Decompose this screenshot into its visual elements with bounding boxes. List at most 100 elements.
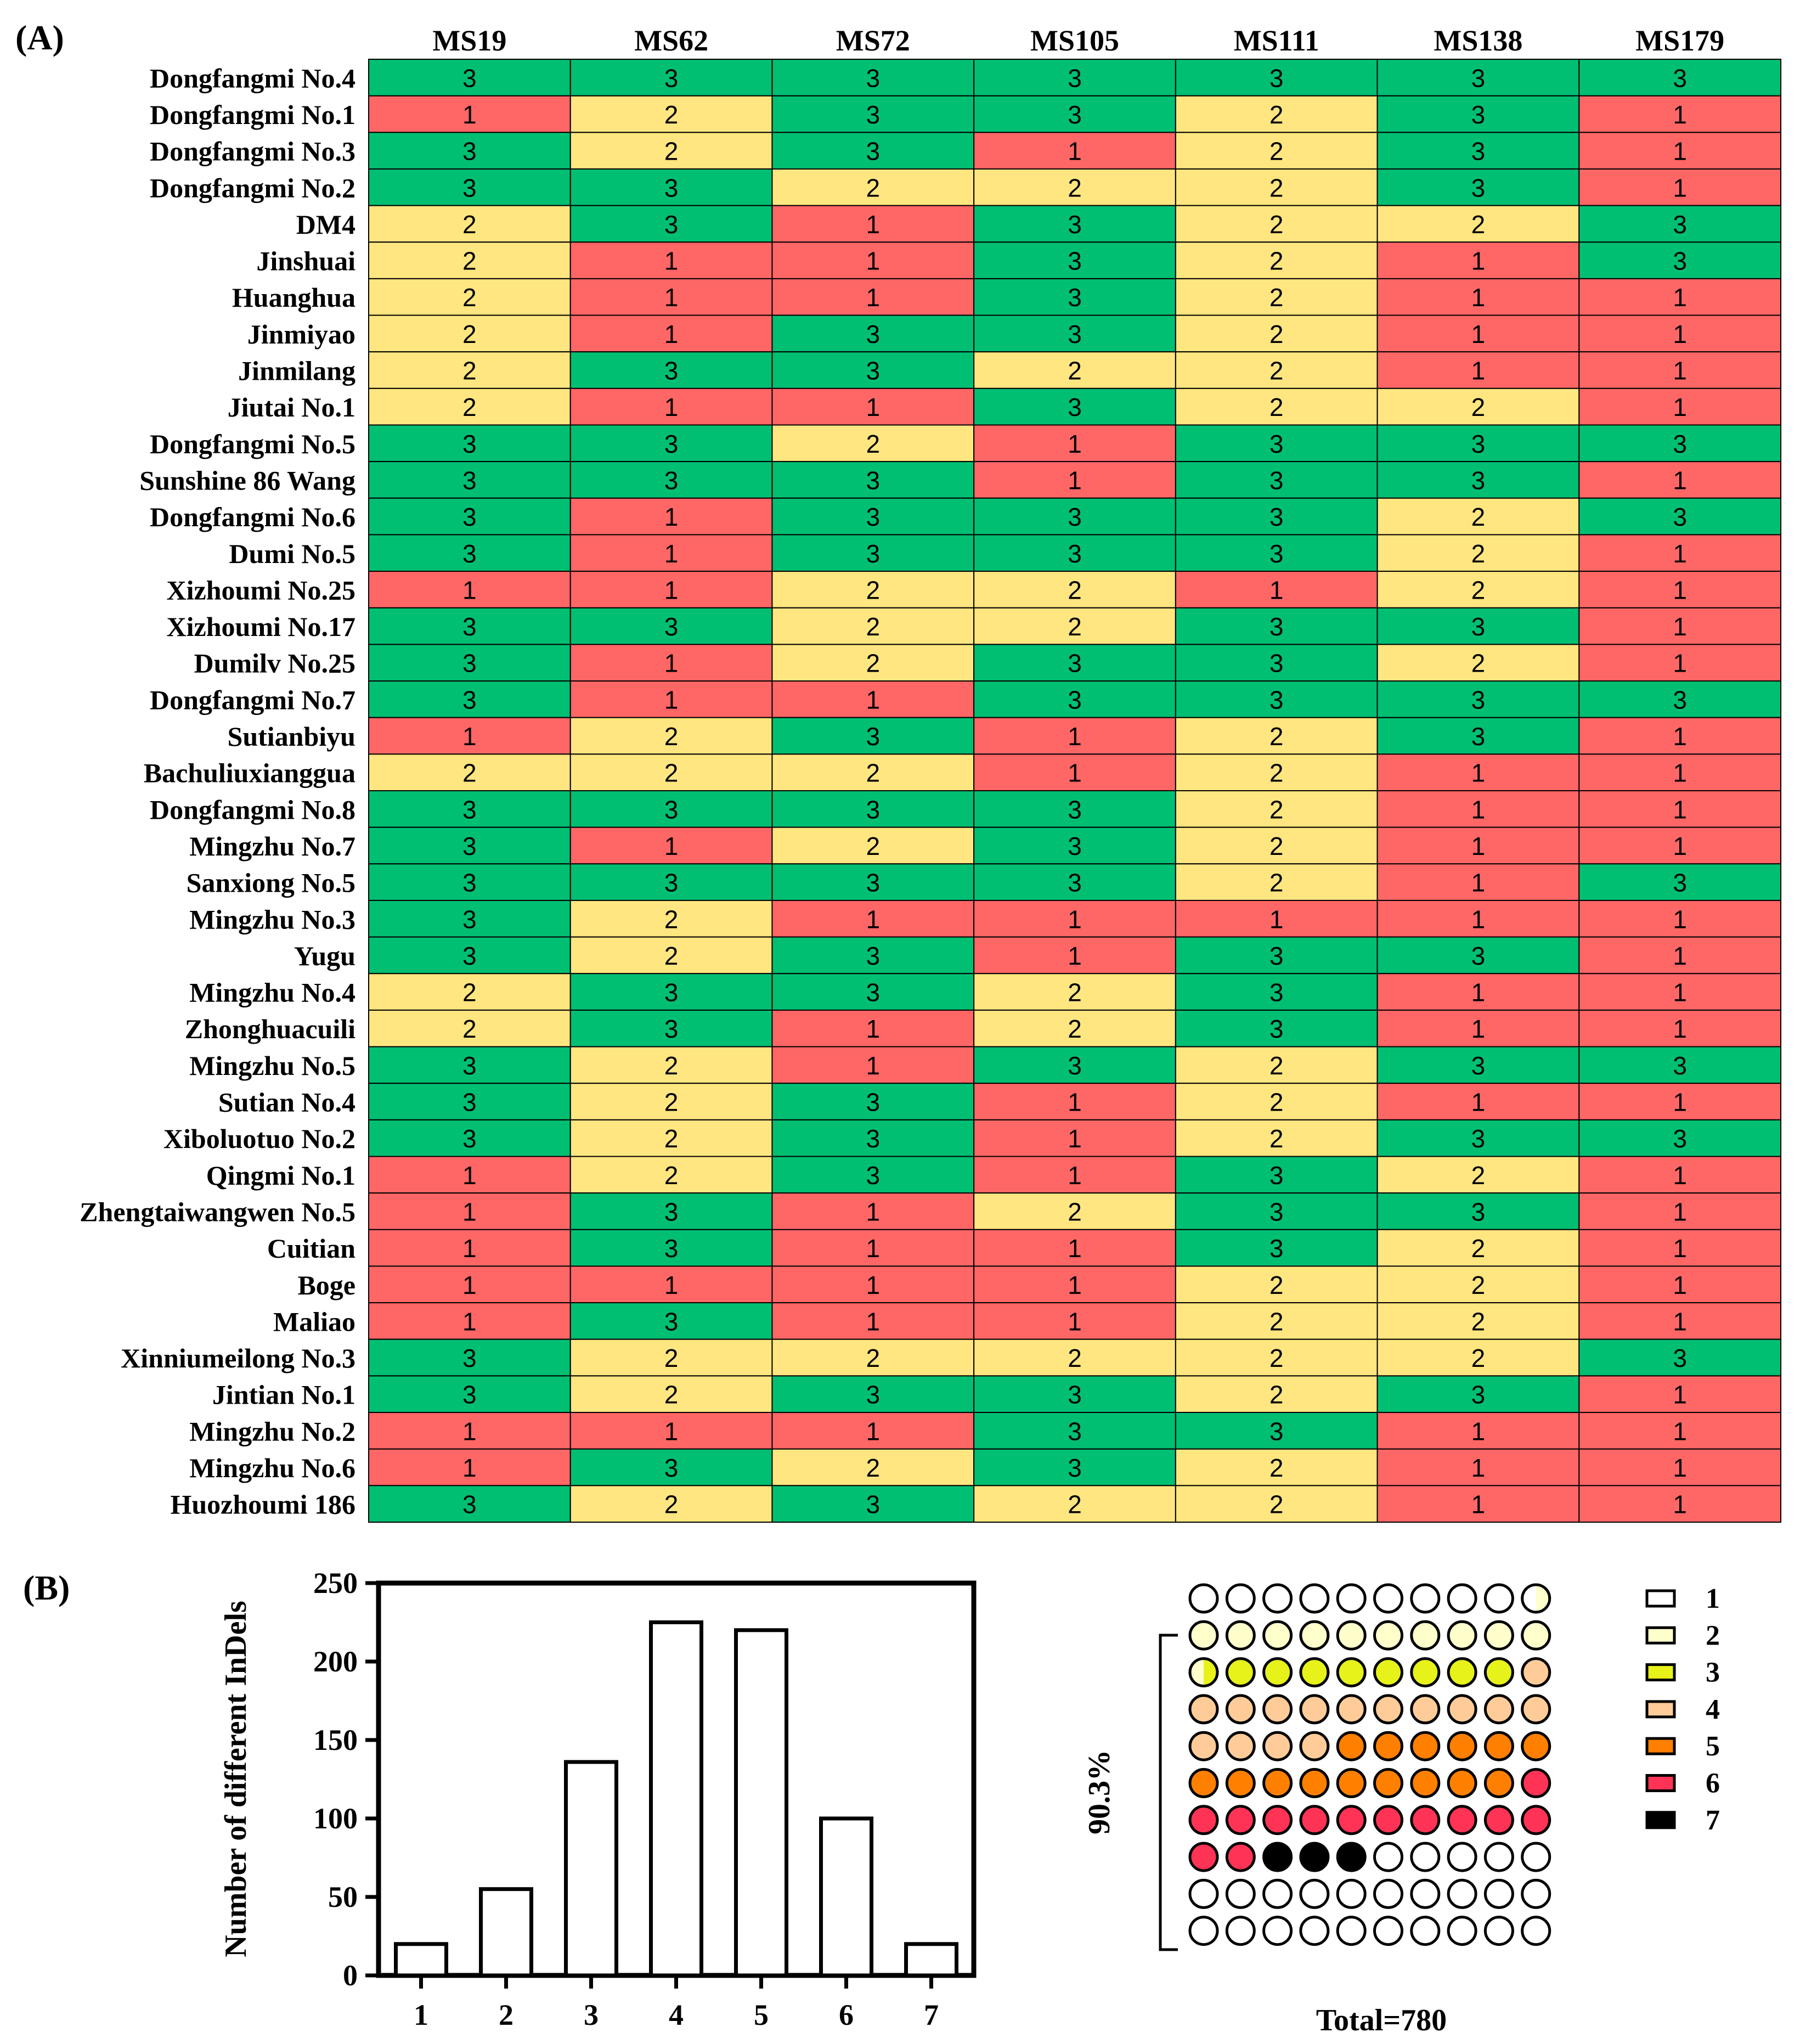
waffle-dot [1188,1878,1219,1909]
x-tick-label: 2 [499,1998,514,2031]
heatmap-cell [1175,95,1378,133]
heatmap-cell-value: 1 [664,576,679,604]
heatmap-cell [771,863,975,901]
heatmap-cell [569,1229,773,1267]
heatmap-cell-value: 2 [664,1490,679,1519]
heatmap-cell-value: 3 [866,942,880,970]
heatmap-cell-value: 2 [664,722,679,751]
heatmap-cell-value: 3 [1673,210,1687,239]
heatmap-cell-value: 1 [866,1051,880,1080]
heatmap-cell-value: 2 [462,283,477,312]
column-header-MS19: MS19 [432,24,506,57]
waffle-dot [1336,1694,1367,1725]
heatmap-cell [771,607,975,645]
waffle-dot [1262,1916,1293,1946]
heatmap-cell-value: 3 [1068,100,1082,129]
heatmap-cell-value: 1 [1471,869,1486,897]
row-label: Dongfangmi No.2 [150,172,356,203]
row-label: Dongfangmi No.8 [150,794,356,825]
waffle-dot [1225,1657,1256,1688]
row-label: Jinmiyao [247,319,356,350]
heatmap-cell [1578,387,1781,426]
waffle-dot [1373,1805,1403,1835]
heatmap-cell-value: 1 [866,247,880,275]
waffle-dot [1225,1805,1256,1835]
heatmap-cell-value: 3 [866,1161,880,1190]
column-header-MS105: MS105 [1030,24,1119,57]
waffle-dot [1521,1768,1551,1798]
heatmap-cell-value: 1 [1068,905,1082,933]
waffle-dot [1521,1878,1551,1909]
heatmap-cell [1376,461,1580,499]
bar-5 [734,1628,788,1978]
heatmap-cell-value: 1 [1471,1454,1486,1482]
heatmap-cell-value: 1 [1673,1271,1687,1299]
waffle-dot [1262,1805,1293,1835]
heatmap-cell-value: 3 [1068,1417,1082,1445]
heatmap-cell-value: 2 [664,1124,679,1153]
heatmap-cell-value: 3 [1068,1051,1082,1080]
waffle-dot-split [1204,1658,1217,1686]
heatmap-cell-value: 1 [1673,173,1687,202]
waffle-dot [1225,1842,1256,1872]
heatmap-cell [569,1192,773,1230]
heatmap-cell-value: 1 [462,1197,477,1226]
y-tick-label: 100 [313,1802,358,1835]
waffle-dot [1483,1657,1514,1688]
row-label: Bachuliuxianggua [144,758,356,789]
heatmap-cell-value: 2 [866,173,880,202]
heatmap-cell-value: 3 [462,612,477,641]
heatmap-cell-value: 2 [866,1344,880,1372]
heatmap-cell-value: 3 [462,1344,477,1372]
waffle-dot [1299,1805,1330,1835]
heatmap-cell [1578,132,1781,170]
heatmap-cell [1376,1046,1580,1084]
row-label: Dongfangmi No.6 [150,502,356,532]
heatmap-cell-value: 1 [866,1307,880,1336]
heatmap-cell-value: 2 [1269,1490,1284,1519]
heatmap-cell [1578,790,1781,828]
panel-b-label: (B) [23,1568,70,1607]
heatmap-cell [368,205,571,243]
heatmap-cell [771,534,975,572]
heatmap-cell-value: 3 [664,1234,679,1263]
waffle-dot [1483,1731,1514,1761]
waffle-dot [1225,1694,1256,1725]
heatmap-cell [973,424,1176,463]
heatmap-cell-value: 3 [462,137,477,166]
heatmap-cell-value: 2 [1269,357,1284,385]
waffle-dot-split [1536,1585,1550,1612]
waffle-dot [1483,1842,1514,1872]
heatmap-cell-value: 2 [866,759,880,787]
heatmap-cell [569,973,773,1011]
heatmap-cell-value: 2 [664,1381,679,1409]
heatmap-cell-value: 3 [1269,430,1284,458]
heatmap-cell-value: 1 [1673,905,1687,933]
heatmap-cell-value: 3 [462,942,477,970]
waffle-dot [1410,1694,1441,1725]
legend-label: 5 [1706,1731,1720,1762]
heatmap-cell [973,1119,1176,1157]
waffle-dot [1225,1768,1256,1798]
heatmap-cell [1175,1338,1378,1377]
heatmap-cell [1376,571,1580,609]
heatmap-cell-value: 3 [664,612,679,641]
heatmap-cell [1578,571,1781,609]
heatmap-cell [973,680,1176,718]
heatmap-cell [1175,753,1378,791]
heatmap-cell [1578,1156,1781,1194]
waffle-dot [1188,1620,1219,1651]
waffle-dot [1299,1657,1330,1688]
waffle-dot [1373,1583,1403,1614]
heatmap-cell-value: 1 [664,393,679,421]
bar-1 [394,1942,448,1978]
heatmap-cell-value: 2 [866,430,880,458]
heatmap-cell [1376,424,1580,463]
heatmap-cell [771,1375,975,1414]
heatmap-cell-value: 3 [866,1381,880,1409]
heatmap-cell-value: 3 [1673,1344,1687,1372]
heatmap-cell-value: 2 [1068,1490,1082,1519]
waffle-dot [1262,1768,1293,1798]
heatmap-cell [771,1485,975,1523]
row-label: Dongfangmi No.1 [150,99,356,130]
